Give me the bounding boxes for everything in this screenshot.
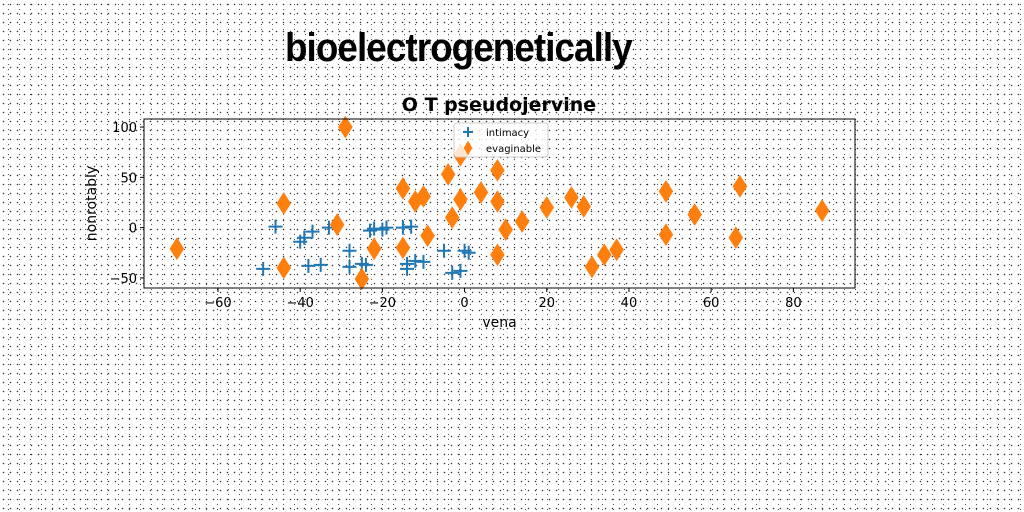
point-evaginable — [584, 255, 600, 279]
point-evaginable — [609, 238, 624, 262]
legend: intimacy evaginable — [453, 122, 549, 158]
x-tick-label: −20 — [369, 296, 396, 311]
x-tick-label: 80 — [785, 296, 802, 311]
point-evaginable — [514, 210, 530, 234]
legend-marker-evaginable — [463, 140, 473, 156]
point-evaginable — [366, 237, 382, 261]
point-evaginable — [490, 158, 505, 182]
point-intimacy — [342, 243, 357, 258]
point-intimacy — [445, 265, 460, 280]
point-intimacy — [437, 243, 452, 258]
point-intimacy — [358, 257, 373, 272]
point-intimacy — [379, 220, 394, 235]
y-tick-label: 50 — [120, 171, 137, 186]
point-evaginable — [276, 192, 292, 215]
point-evaginable — [169, 237, 185, 261]
point-evaginable — [276, 256, 292, 280]
x-tick-label: 0 — [460, 296, 468, 311]
point-intimacy — [395, 220, 410, 235]
point-evaginable — [814, 199, 830, 223]
point-intimacy — [342, 259, 357, 274]
y-axis-label: nonrotably — [84, 166, 100, 241]
point-evaginable — [658, 179, 674, 203]
point-evaginable — [420, 224, 435, 248]
plot-marks — [169, 115, 830, 291]
x-axis-label: vena — [482, 315, 516, 331]
point-evaginable — [490, 190, 505, 213]
point-evaginable — [453, 188, 468, 211]
point-intimacy — [461, 245, 476, 260]
point-intimacy — [453, 263, 468, 278]
y-tick-label: −50 — [110, 272, 137, 287]
point-evaginable — [329, 213, 345, 237]
point-evaginable — [658, 223, 674, 247]
point-evaginable — [395, 236, 411, 260]
point-intimacy — [408, 253, 423, 268]
point-evaginable — [498, 218, 513, 242]
point-evaginable — [732, 174, 748, 198]
point-evaginable — [338, 115, 353, 139]
series-evaginable — [169, 115, 830, 291]
point-intimacy — [416, 254, 431, 269]
point-evaginable — [728, 226, 744, 250]
plot-frame — [143, 118, 856, 289]
point-evaginable — [440, 162, 456, 186]
point-intimacy — [367, 221, 382, 236]
y-tick-label: 100 — [112, 121, 137, 136]
legend-box — [453, 122, 549, 158]
point-evaginable — [490, 243, 505, 267]
axis-ticks: −60 −40 −20 0 20 40 60 80 −50 0 50 100 — [110, 121, 802, 311]
point-evaginable — [597, 243, 612, 267]
point-evaginable — [395, 176, 411, 200]
point-intimacy — [400, 256, 415, 271]
point-evaginable — [576, 195, 592, 218]
point-evaginable — [473, 180, 489, 204]
series-intimacy — [256, 219, 476, 280]
point-evaginable — [354, 267, 370, 291]
point-intimacy — [313, 257, 328, 272]
point-intimacy — [404, 219, 419, 234]
point-evaginable — [687, 203, 703, 227]
point-evaginable — [564, 185, 579, 209]
legend-label-intimacy: intimacy — [486, 128, 529, 139]
point-intimacy — [305, 224, 320, 239]
x-tick-label: 60 — [703, 296, 720, 311]
point-intimacy — [268, 219, 283, 234]
y-tick-label: 0 — [129, 222, 137, 237]
legend-label-evaginable: evaginable — [486, 144, 541, 155]
point-intimacy — [301, 258, 316, 273]
point-intimacy — [297, 230, 312, 245]
point-evaginable — [444, 206, 460, 230]
x-tick-label: −40 — [286, 296, 313, 311]
x-tick-label: 40 — [621, 296, 638, 311]
x-tick-label: −60 — [204, 296, 231, 311]
point-evaginable — [539, 196, 555, 219]
chart-title: O T pseudojervine — [402, 94, 596, 116]
point-evaginable — [416, 184, 431, 208]
x-tick-label: 20 — [538, 296, 555, 311]
legend-marker-intimacy — [463, 127, 473, 137]
banner-title: bioelectrogenetically — [285, 26, 633, 70]
point-intimacy — [256, 261, 271, 276]
